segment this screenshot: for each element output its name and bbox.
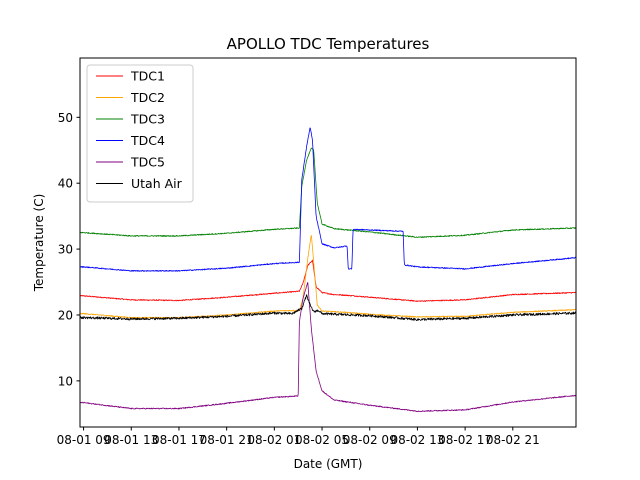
y-axis: 10 20 30 40 50: [58, 111, 80, 388]
series-line-tdc2: [80, 235, 576, 319]
plot-frame: [79, 57, 577, 428]
x-tick-label: 08-01 17: [152, 433, 206, 447]
y-axis-label: Temperature (C): [32, 194, 46, 293]
y-tick-label: 40: [58, 177, 73, 191]
chart-title: APOLLO TDC Temperatures: [227, 35, 430, 53]
series-line-tdc4: [80, 127, 576, 272]
legend-label: TDC3: [130, 112, 165, 127]
series-line-utah-air: [80, 294, 576, 321]
series-line-tdc1: [80, 259, 576, 302]
y-tick-label: 30: [58, 243, 73, 257]
series-line-tdc5: [80, 282, 576, 413]
x-tick-label: 08-02 05: [295, 433, 349, 447]
y-tick-label: 50: [58, 111, 73, 125]
x-tick-label: 08-02 09: [343, 433, 397, 447]
y-tick-label: 20: [58, 308, 73, 322]
series-layer: [80, 127, 576, 413]
y-tick-label: 10: [58, 374, 73, 388]
x-tick-label: 08-01 09: [57, 433, 111, 447]
legend-frame: [86, 64, 194, 203]
legend-label: TDC4: [130, 133, 165, 148]
x-tick-label: 08-02 17: [438, 433, 492, 447]
legend-label: Utah Air: [131, 176, 183, 191]
legend-label: TDC1: [130, 69, 165, 84]
series-line-tdc3: [80, 147, 576, 238]
legend: TDC1 TDC2 TDC3 TDC4 TDC5 Utah Air: [86, 64, 194, 203]
legend-label: TDC2: [130, 90, 165, 105]
x-tick-label: 08-01 13: [104, 433, 158, 447]
x-tick-label: 08-02 01: [247, 433, 301, 447]
x-tick-label: 08-01 21: [200, 433, 254, 447]
x-tick-label: 08-02 13: [390, 433, 444, 447]
x-axis-label: Date (GMT): [294, 457, 363, 471]
legend-label: TDC5: [130, 155, 165, 170]
x-tick-label: 08-02 21: [486, 433, 540, 447]
